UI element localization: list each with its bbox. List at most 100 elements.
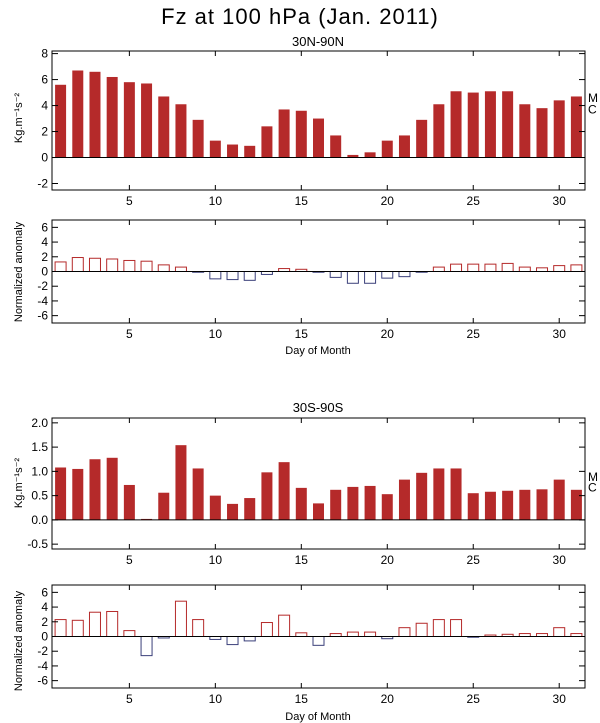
bar-day-15 <box>295 632 308 638</box>
y-tick-label: -2 <box>37 279 48 293</box>
bar-day-11 <box>226 271 239 281</box>
y-tick-label: -6 <box>37 674 48 688</box>
x-tick-label: 30 <box>553 327 567 341</box>
y-tick-label: 6 <box>41 220 48 234</box>
bar-day-8 <box>174 266 187 272</box>
x-tick-label: 10 <box>209 692 223 706</box>
bar-day-7 <box>158 96 170 158</box>
y-tick-label: -2 <box>37 644 48 658</box>
y-tick-label: -0.5 <box>27 537 48 551</box>
bar-day-14 <box>278 614 291 637</box>
bar-day-31 <box>570 489 582 520</box>
x-tick-label: 25 <box>467 692 481 706</box>
bar-day-5 <box>123 82 135 158</box>
bar-day-8 <box>175 445 187 520</box>
bar-day-27 <box>502 490 514 520</box>
panel-title: 30N-90N <box>292 34 344 49</box>
bar-day-7 <box>157 264 170 273</box>
bar-day-6 <box>140 260 153 273</box>
bar-day-2 <box>72 70 84 158</box>
bar-day-21 <box>398 627 411 637</box>
bar-day-8 <box>174 600 187 638</box>
bar-day-15 <box>295 487 307 520</box>
bar-day-30 <box>553 627 566 637</box>
panel-30s-90s-anomaly: Normalized anomaly Day of Month 5 10 15 20 2… <box>13 584 586 723</box>
bar-day-10 <box>209 140 221 158</box>
y-tick-label: 2.0 <box>31 416 48 430</box>
bar-day-3 <box>88 611 101 637</box>
figure-title: Fz at 100 hPa (Jan. 2011) <box>161 4 439 29</box>
x-tick-label: 15 <box>295 692 309 706</box>
y-axis-label: Kg.m⁻¹s⁻² <box>13 458 25 508</box>
x-tick-label: 10 <box>209 327 223 341</box>
bar-day-12 <box>243 271 256 281</box>
x-tick-label: 30 <box>553 194 567 208</box>
bar-day-18 <box>347 486 359 520</box>
bar-day-23 <box>432 266 445 272</box>
bar-day-23 <box>432 619 445 638</box>
y-tick-label: 4 <box>41 99 48 113</box>
x-tick-label: 20 <box>381 553 395 567</box>
bar-day-22 <box>416 472 428 520</box>
panel-30s-90s-flux: 30S-90S Kg.m⁻¹s⁻² 5 10 15 20 25 30 -0.5 0.0 0.5 1… <box>13 400 598 567</box>
x-tick-label: 5 <box>126 194 133 208</box>
bar-day-31 <box>570 264 583 273</box>
bar-day-1 <box>55 84 67 158</box>
bar-day-3 <box>88 257 101 273</box>
bar-day-4 <box>106 610 119 637</box>
bar-day-28 <box>519 104 531 158</box>
x-tick-label: 25 <box>467 327 481 341</box>
bar-day-17 <box>330 489 342 520</box>
bar-day-19 <box>364 631 377 638</box>
y-tick-label: 6 <box>41 585 48 599</box>
bar-day-25 <box>467 92 479 158</box>
panel-30n-90n-flux: 30N-90N Kg.m⁻¹s⁻² 5 10 15 20 25 30 -2 0 2 4 6 8 MC <box>13 34 598 208</box>
bar-day-13 <box>261 126 273 158</box>
bar-day-12 <box>244 145 256 158</box>
bar-day-17 <box>329 271 342 278</box>
bar-day-29 <box>536 267 549 273</box>
plot-frame <box>51 417 586 550</box>
bar-day-28 <box>519 489 531 520</box>
bar-day-11 <box>227 144 239 158</box>
bar-day-23 <box>433 468 445 520</box>
bar-day-1 <box>54 261 67 273</box>
x-tick-label: 5 <box>126 327 133 341</box>
x-tick-label: 20 <box>381 194 395 208</box>
y-axis-label: Normalized anomaly <box>13 590 25 691</box>
x-tick-label: 25 <box>467 194 481 208</box>
bar-day-12 <box>244 498 256 520</box>
bar-day-19 <box>364 152 376 158</box>
x-tick-label: 10 <box>209 553 223 567</box>
y-tick-label: 2 <box>41 250 48 264</box>
x-tick-label: 30 <box>553 692 567 706</box>
y-tick-label: 1.0 <box>31 464 48 478</box>
y-tick-label: 6 <box>41 73 48 87</box>
x-tick-label: 25 <box>467 553 481 567</box>
bar-day-25 <box>467 263 480 273</box>
bar-day-20 <box>381 271 394 279</box>
bar-day-8 <box>175 104 187 158</box>
x-tick-label: 20 <box>381 692 395 706</box>
bar-day-3 <box>89 459 101 520</box>
y-tick-label: 8 <box>41 47 48 61</box>
bar-day-5 <box>123 630 136 637</box>
bar-day-13 <box>261 472 273 520</box>
bar-day-10 <box>209 271 222 280</box>
bar-day-21 <box>398 135 410 158</box>
panel-30n-90n-anomaly: Normalized anomaly Day of Month 5 10 15 20 2… <box>13 219 586 357</box>
bar-day-21 <box>398 479 410 520</box>
bar-day-29 <box>536 108 548 158</box>
bar-day-23 <box>433 104 445 158</box>
plot-frame <box>51 50 586 191</box>
bar-day-2 <box>72 468 84 520</box>
bar-day-2 <box>71 257 84 272</box>
bar-day-14 <box>278 109 290 158</box>
x-tick-label: 20 <box>381 327 395 341</box>
bar-day-16 <box>312 636 325 646</box>
bar-day-26 <box>484 91 496 158</box>
y-tick-label: 4 <box>41 600 48 614</box>
x-axis-label: Day of Month <box>285 711 350 723</box>
side-label-m: M <box>588 470 598 484</box>
